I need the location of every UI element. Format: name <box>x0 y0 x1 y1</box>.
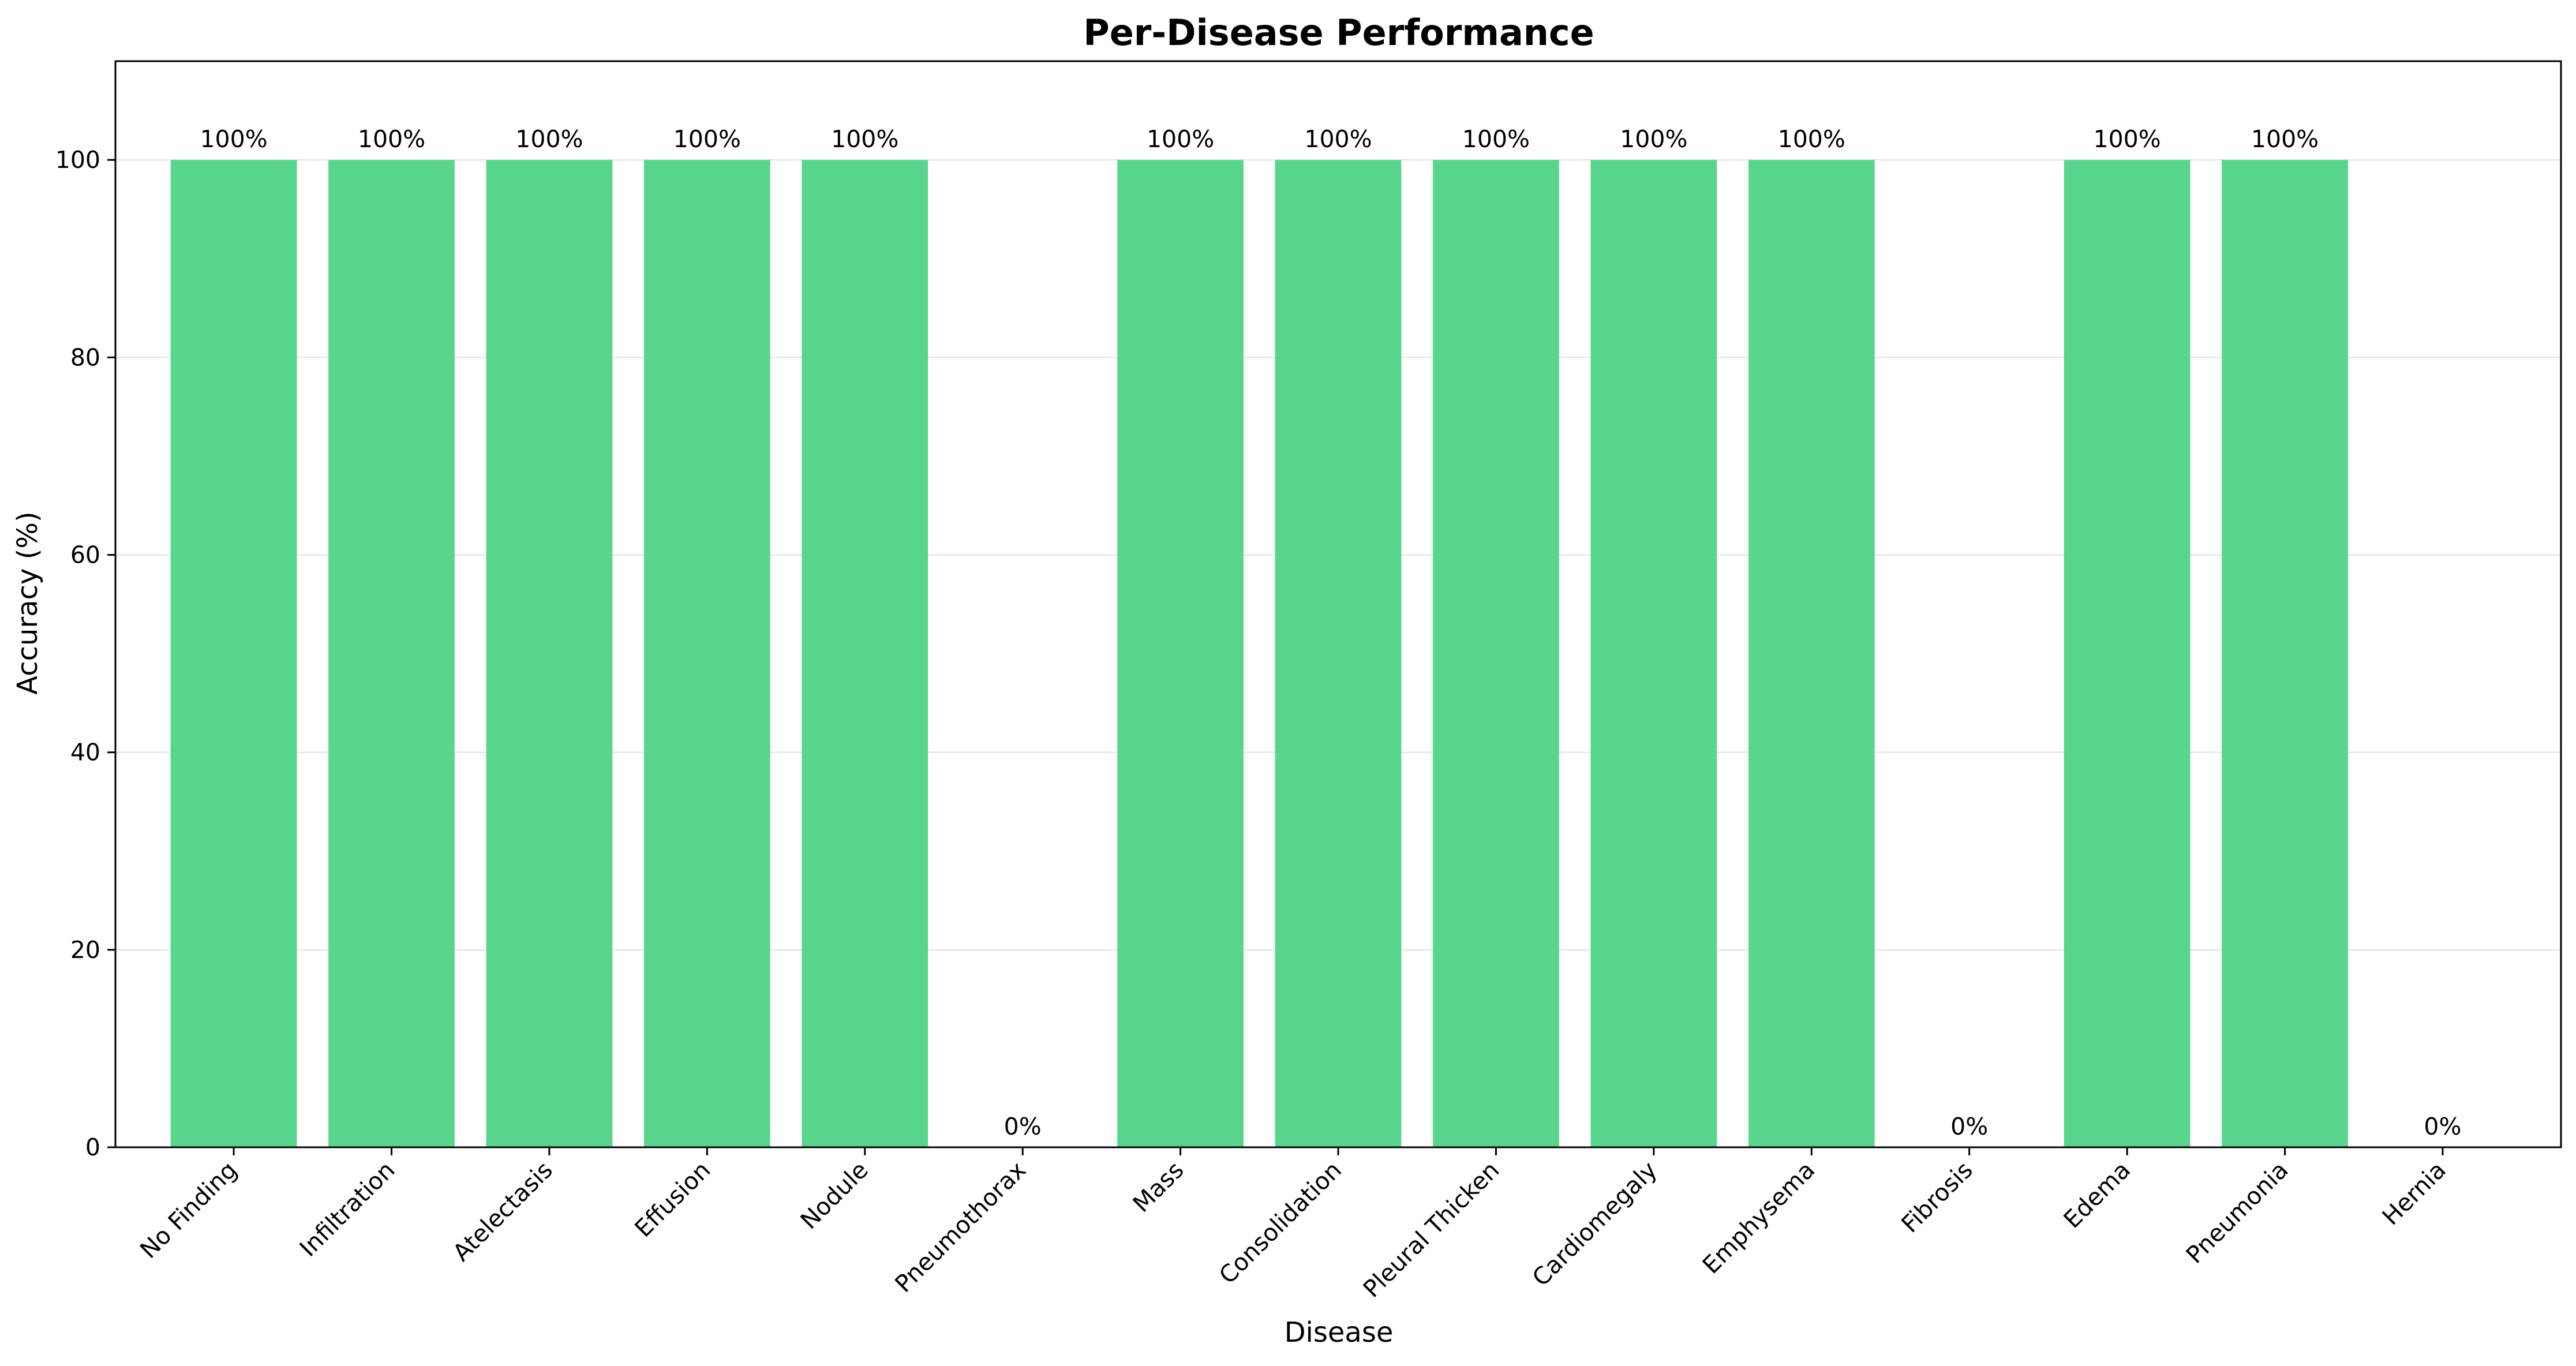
bar-value-label: 100% <box>1620 125 1687 153</box>
bar-value-label: 0% <box>1950 1113 1988 1140</box>
bar-value-label: 100% <box>515 125 583 153</box>
plot-frame <box>114 60 2562 1148</box>
bar <box>1117 160 1244 1147</box>
bars <box>170 160 2348 1147</box>
bar-value-label: 100% <box>831 125 898 153</box>
bar <box>1433 160 1559 1147</box>
y-tick-label: 20 <box>70 936 100 964</box>
bar-value-label: 100% <box>673 125 741 153</box>
y-tick-label: 60 <box>70 541 100 568</box>
bar-value-label: 100% <box>1778 125 1845 153</box>
bar <box>170 160 297 1147</box>
bar <box>1275 160 1402 1147</box>
bar-value-label: 100% <box>1304 125 1372 153</box>
bar-value-label: 0% <box>2424 1113 2461 1140</box>
bar <box>1748 160 1875 1147</box>
chart-title: Per-Disease Performance <box>1083 12 1594 54</box>
y-tick-label: 100 <box>55 146 100 174</box>
data-labels: 100% 100% 100% 100% 100% 0% 100% 100% 100% 100% 10… <box>200 125 2461 1140</box>
bar <box>328 160 455 1147</box>
bar-value-label: 100% <box>1147 125 1214 153</box>
bar <box>2222 160 2348 1147</box>
bar-value-label: 100% <box>2251 125 2319 153</box>
bar <box>643 160 770 1147</box>
bar-value-label: 100% <box>358 125 425 153</box>
y-tick-label: 80 <box>70 343 100 371</box>
y-axis-title: Accuracy (%) <box>12 511 44 694</box>
bar-value-label: 0% <box>1004 1113 1042 1140</box>
bar <box>486 160 613 1147</box>
bar-value-label: 100% <box>200 125 267 153</box>
y-tick-label: 0 <box>85 1133 100 1161</box>
y-axis: 0 20 40 60 80 100 <box>55 146 115 1161</box>
bar-value-label: 100% <box>2093 125 2161 153</box>
bar <box>1590 160 1717 1147</box>
bar-value-label: 100% <box>1462 125 1530 153</box>
x-axis-title: Disease <box>1285 1316 1394 1349</box>
bar <box>2064 160 2191 1147</box>
bar <box>802 160 928 1147</box>
y-tick-label: 40 <box>70 739 100 766</box>
